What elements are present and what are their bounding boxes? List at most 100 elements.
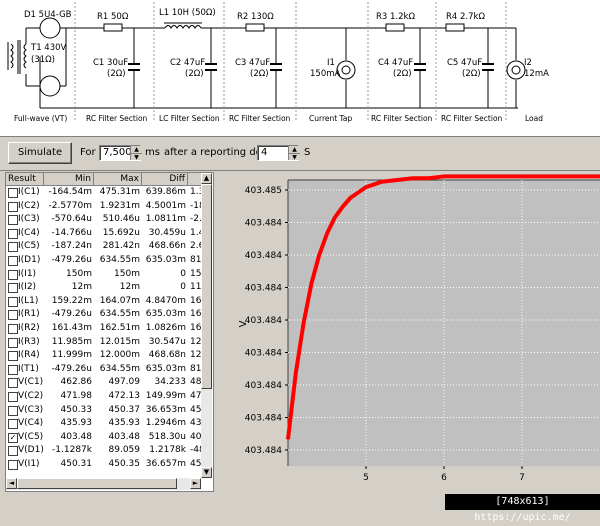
row-checkbox[interactable] bbox=[8, 188, 18, 198]
row-checkbox[interactable] bbox=[8, 351, 18, 362]
label-i1-val: 150mA bbox=[310, 69, 341, 79]
row-checkbox[interactable] bbox=[8, 405, 18, 416]
cell-extra: 11. bbox=[190, 282, 201, 293]
table-row[interactable]: I(R1) -479.26u 634.55m 635.03m 162 bbox=[6, 308, 201, 322]
table-row[interactable]: I(T1) -479.26u 634.55m 635.03m 81. bbox=[6, 363, 201, 377]
spin-down-icon[interactable]: ▼ bbox=[292, 154, 297, 161]
section-label-fullwave: Full-wave (VT) bbox=[14, 114, 67, 123]
label-r4: R4 2.7kΩ bbox=[446, 12, 485, 22]
table-row[interactable]: I(L1) 159.22m 164.07m 4.8470m 161 bbox=[6, 295, 201, 309]
voltage-chart[interactable]: 403.484 403.484 403.484 403.484 403.484 403.4… bbox=[216, 172, 600, 490]
vertical-scrollbar[interactable]: ▲ ▼ bbox=[201, 173, 212, 478]
row-checkbox[interactable]: ✓ bbox=[8, 432, 18, 443]
cell-min: 435.93 bbox=[60, 418, 93, 429]
row-checkbox[interactable] bbox=[8, 337, 18, 348]
cell-min: -479.26u bbox=[51, 363, 92, 374]
y-tick-label: 403.484 bbox=[245, 349, 282, 359]
cell-extra: 162 bbox=[190, 309, 201, 320]
row-checkbox[interactable] bbox=[8, 215, 18, 226]
table-row[interactable]: I(R2) 161.43m 162.51m 1.0826m 162 bbox=[6, 322, 201, 336]
delay-spinner[interactable]: ▲ ▼ bbox=[288, 146, 300, 161]
table-row[interactable]: V(C4) 435.93 435.93 1.2946m 43 bbox=[6, 417, 201, 431]
row-checkbox[interactable] bbox=[8, 201, 18, 212]
section-label-rc-1: RC Filter Section bbox=[86, 114, 148, 123]
row-checkbox[interactable] bbox=[8, 256, 18, 266]
cell-extra: 2.6 bbox=[190, 241, 201, 252]
header-result[interactable]: Result bbox=[6, 173, 44, 185]
scroll-right-icon[interactable]: ► bbox=[190, 478, 201, 489]
cell-max: 450.35 bbox=[108, 459, 141, 469]
cell-diff: 4.5001m bbox=[145, 200, 186, 211]
row-checkbox[interactable] bbox=[8, 269, 18, 280]
scroll-left-icon[interactable]: ◄ bbox=[6, 478, 17, 489]
cell-name: V(D1) bbox=[18, 445, 44, 456]
cell-min: 471.98 bbox=[60, 391, 93, 401]
scroll-thumb[interactable] bbox=[201, 184, 212, 389]
row-checkbox[interactable] bbox=[8, 460, 18, 470]
label-c3: C3 47uF bbox=[235, 58, 270, 68]
scroll-thumb-horizontal[interactable] bbox=[17, 478, 177, 489]
table-row[interactable]: I(R3) 11.985m 12.015m 30.547u 12. bbox=[6, 336, 201, 350]
spin-up-icon[interactable]: ▲ bbox=[289, 146, 300, 154]
watermark: [748x613] https://upic.me/ bbox=[445, 494, 600, 523]
horizontal-scrollbar[interactable]: ◄ ► bbox=[6, 478, 201, 490]
row-checkbox[interactable] bbox=[8, 228, 18, 239]
header-min[interactable]: Min bbox=[44, 173, 94, 185]
data-point bbox=[380, 180, 383, 183]
table-row[interactable]: I(C3) -570.64u 510.46u 1.0811m -2. bbox=[6, 213, 201, 227]
cell-name: I(C2) bbox=[18, 200, 40, 211]
row-checkbox[interactable] bbox=[8, 392, 18, 402]
cell-name: I(R3) bbox=[18, 336, 40, 347]
simulate-button[interactable]: Simulate bbox=[8, 142, 72, 164]
cell-extra: -2. bbox=[190, 214, 201, 225]
cell-max: 12m bbox=[119, 282, 140, 293]
spin-down-icon[interactable]: ▼ bbox=[134, 154, 139, 161]
scroll-down-icon[interactable]: ▼ bbox=[201, 467, 212, 478]
results-table: Result Min Max Diff I(C1) -164.54m 475.31m… bbox=[5, 172, 214, 492]
table-row[interactable]: I(C4) -14.766u 15.692u 30.459u 1.4 bbox=[6, 227, 201, 241]
table-row[interactable]: I(R4) 11.999m 12.000m 468.68n 12. bbox=[6, 349, 201, 363]
table-row[interactable]: V(D1) -1.1287k 89.059 1.2178k -48 bbox=[6, 444, 201, 458]
table-row[interactable]: I(D1) -479.26u 634.55m 635.03m 81. bbox=[6, 254, 201, 268]
row-checkbox[interactable] bbox=[8, 296, 18, 307]
table-row[interactable]: I(C1) -164.54m 475.31m 639.86m 1.3 bbox=[6, 186, 201, 200]
table-row[interactable]: V(C1) 462.86 497.09 34.233 48 bbox=[6, 376, 201, 390]
table-row[interactable]: I(I2) 12m 12m 0 11. bbox=[6, 281, 201, 295]
cell-min: -479.26u bbox=[51, 309, 92, 320]
table-row[interactable]: V(C3) 450.33 450.37 36.653m 45 bbox=[6, 404, 201, 418]
duration-spinner[interactable]: ▲ ▼ bbox=[130, 146, 142, 161]
cell-extra: 43 bbox=[190, 418, 201, 429]
table-row[interactable]: I(C5) -187.24n 281.42n 468.66n 2.6 bbox=[6, 240, 201, 254]
header-extra[interactable] bbox=[188, 173, 202, 185]
row-checkbox[interactable] bbox=[8, 242, 18, 253]
row-checkbox[interactable] bbox=[8, 378, 18, 389]
spin-up-icon[interactable]: ▲ bbox=[131, 146, 142, 154]
row-checkbox[interactable] bbox=[8, 364, 18, 375]
row-checkbox[interactable] bbox=[8, 283, 18, 294]
header-max[interactable]: Max bbox=[94, 173, 142, 185]
table-row[interactable]: I(C2) -2.5770m 1.9231m 4.5001m -18. bbox=[6, 200, 201, 214]
row-checkbox[interactable] bbox=[8, 310, 18, 321]
row-checkbox[interactable] bbox=[8, 419, 18, 430]
cell-diff: 635.03m bbox=[145, 255, 186, 265]
table-row[interactable]: V(I1) 450.31 450.35 36.657m 45 bbox=[6, 458, 201, 472]
scroll-up-icon[interactable]: ▲ bbox=[201, 173, 212, 184]
cell-name: I(I2) bbox=[18, 282, 37, 293]
cell-extra: 1.3 bbox=[190, 187, 201, 197]
label-r1: R1 50Ω bbox=[97, 12, 129, 22]
table-row[interactable]: I(I1) 150m 150m 0 15 bbox=[6, 268, 201, 282]
seconds-label: S bbox=[304, 147, 311, 158]
label-c3-esr: (2Ω) bbox=[250, 69, 269, 79]
cell-diff: 635.03m bbox=[145, 363, 186, 374]
header-diff[interactable]: Diff bbox=[142, 173, 188, 185]
cell-min: 450.31 bbox=[60, 459, 93, 469]
table-row[interactable]: ✓ V(C5) 403.48 403.48 518.30u 40 bbox=[6, 431, 201, 445]
data-point bbox=[326, 232, 328, 235]
table-row[interactable]: V(C2) 471.98 472.13 149.99m 47 bbox=[6, 390, 201, 404]
row-checkbox[interactable] bbox=[8, 446, 18, 457]
cell-name: V(C1) bbox=[18, 377, 44, 388]
cell-extra: 81. bbox=[190, 363, 201, 374]
label-t1: T1 430V bbox=[30, 43, 67, 53]
y-tick-label: 403.484 bbox=[245, 414, 282, 424]
row-checkbox[interactable] bbox=[8, 324, 18, 334]
